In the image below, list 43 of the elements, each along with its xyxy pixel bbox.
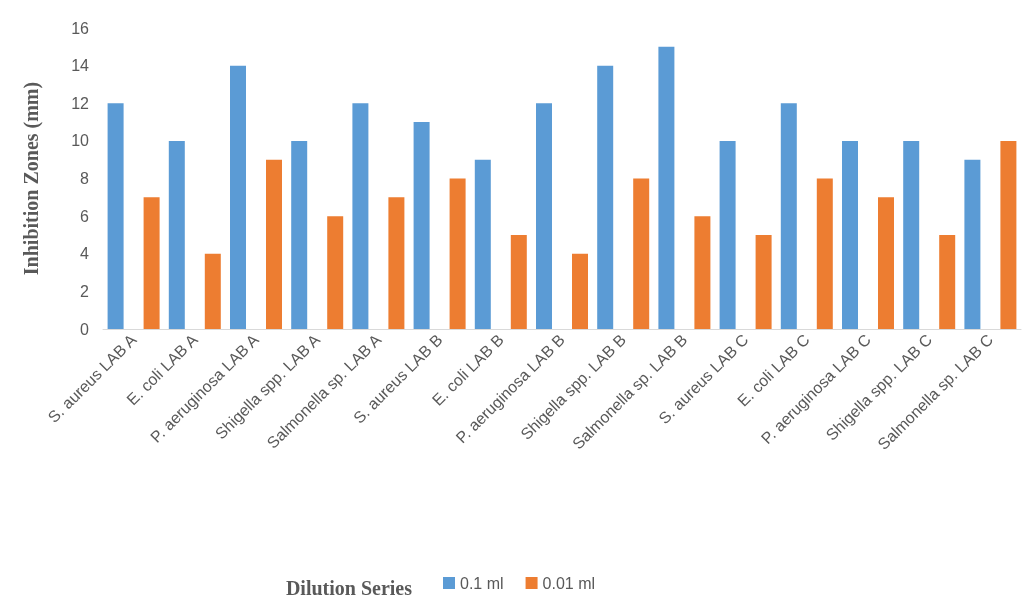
bar <box>536 103 552 329</box>
bar <box>633 178 650 329</box>
legend-label: 0.1 ml <box>460 574 504 592</box>
bar <box>842 140 858 329</box>
y-tick-label: 12 <box>71 94 90 112</box>
bar <box>597 65 614 329</box>
y-tick-label: 0 <box>80 320 90 338</box>
bar <box>291 140 308 329</box>
bar <box>449 178 466 329</box>
legend-label: 0.01 ml <box>542 574 596 592</box>
bar <box>780 103 797 329</box>
y-axis-title: Inhibition Zones (mm) <box>20 81 43 276</box>
bar <box>939 234 956 329</box>
bar <box>878 197 894 329</box>
bar <box>474 159 491 329</box>
bar <box>572 253 588 329</box>
bar <box>658 46 675 329</box>
bar <box>964 159 981 329</box>
bar <box>204 253 221 329</box>
legend-title: Dilution Series <box>285 577 413 599</box>
y-tick-label: 14 <box>71 57 90 75</box>
bar <box>352 103 369 329</box>
bar <box>327 216 344 329</box>
bar <box>903 140 920 329</box>
bar <box>1000 140 1017 329</box>
y-tick-label: 2 <box>80 282 90 300</box>
bar <box>107 103 124 329</box>
y-tick-label: 4 <box>80 245 90 263</box>
y-tick-label: 6 <box>80 207 90 225</box>
bar <box>168 140 185 329</box>
bar <box>413 122 430 329</box>
bar <box>694 216 711 329</box>
bar <box>143 197 160 329</box>
bar <box>510 234 527 329</box>
bar <box>816 178 833 329</box>
bar <box>388 197 405 329</box>
bar <box>755 234 772 329</box>
bar <box>266 159 282 329</box>
y-tick-label: 16 <box>71 19 90 37</box>
bar <box>719 140 736 329</box>
bar <box>230 65 246 329</box>
y-tick-label: 8 <box>80 170 90 187</box>
y-tick-label: 10 <box>71 132 90 150</box>
